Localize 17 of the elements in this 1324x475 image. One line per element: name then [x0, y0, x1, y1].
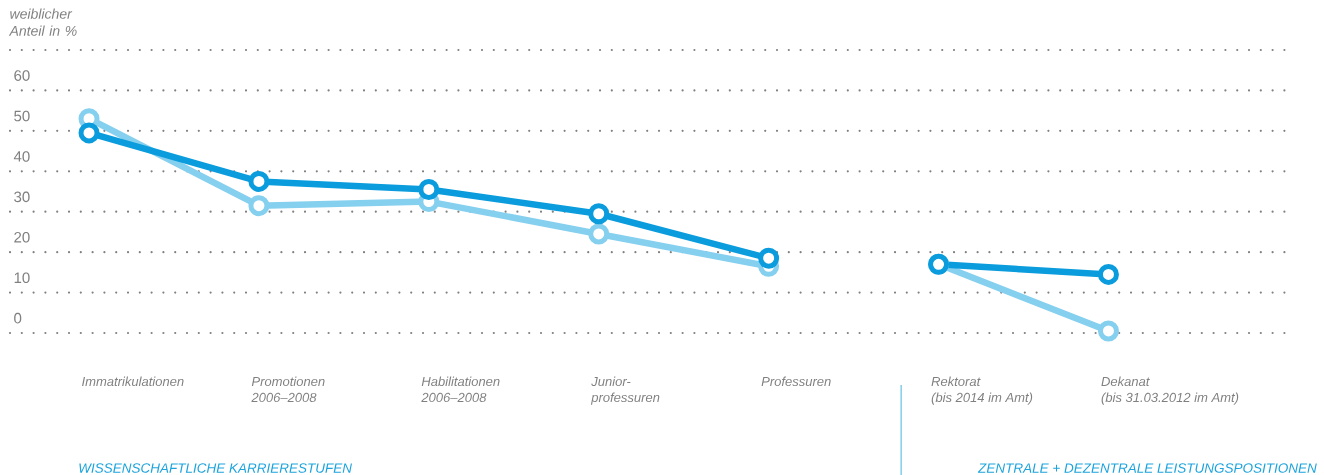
- x-tick-label: Dekanat (bis 31.03.2012 im Amt): [1101, 376, 1239, 405]
- y-tick-label: 50: [14, 110, 30, 122]
- y-tick-label: 40: [13, 151, 30, 162]
- x-tick-label: Junior- professuren: [590, 376, 660, 405]
- x-tick-label: Immatrikulationen: [82, 376, 184, 387]
- y-tick-label: 20: [14, 231, 30, 243]
- text: ZENTRALE + DEZENTRALE LEISTUNGSPOSITIONEN: [977, 463, 1317, 473]
- x-tick-label: Promotionen 2006–2008: [251, 376, 325, 403]
- x-tick-label: Rektorat (bis 2014 im Amt): [931, 376, 1033, 405]
- y-tick-label: 60: [14, 70, 30, 81]
- x-tick-label: Habilitationen 2006–2008: [421, 376, 500, 403]
- text: WISSENSCHAFTLICHE KARRIERESTUFEN: [79, 463, 352, 473]
- y-tick-label: 10: [14, 272, 30, 284]
- y-tick-label: 0: [14, 312, 22, 324]
- y-axis-title: weiblicher Anteil in %: [8, 8, 77, 36]
- x-tick-label: Professuren: [761, 376, 831, 387]
- y-tick-label: 30: [14, 191, 30, 203]
